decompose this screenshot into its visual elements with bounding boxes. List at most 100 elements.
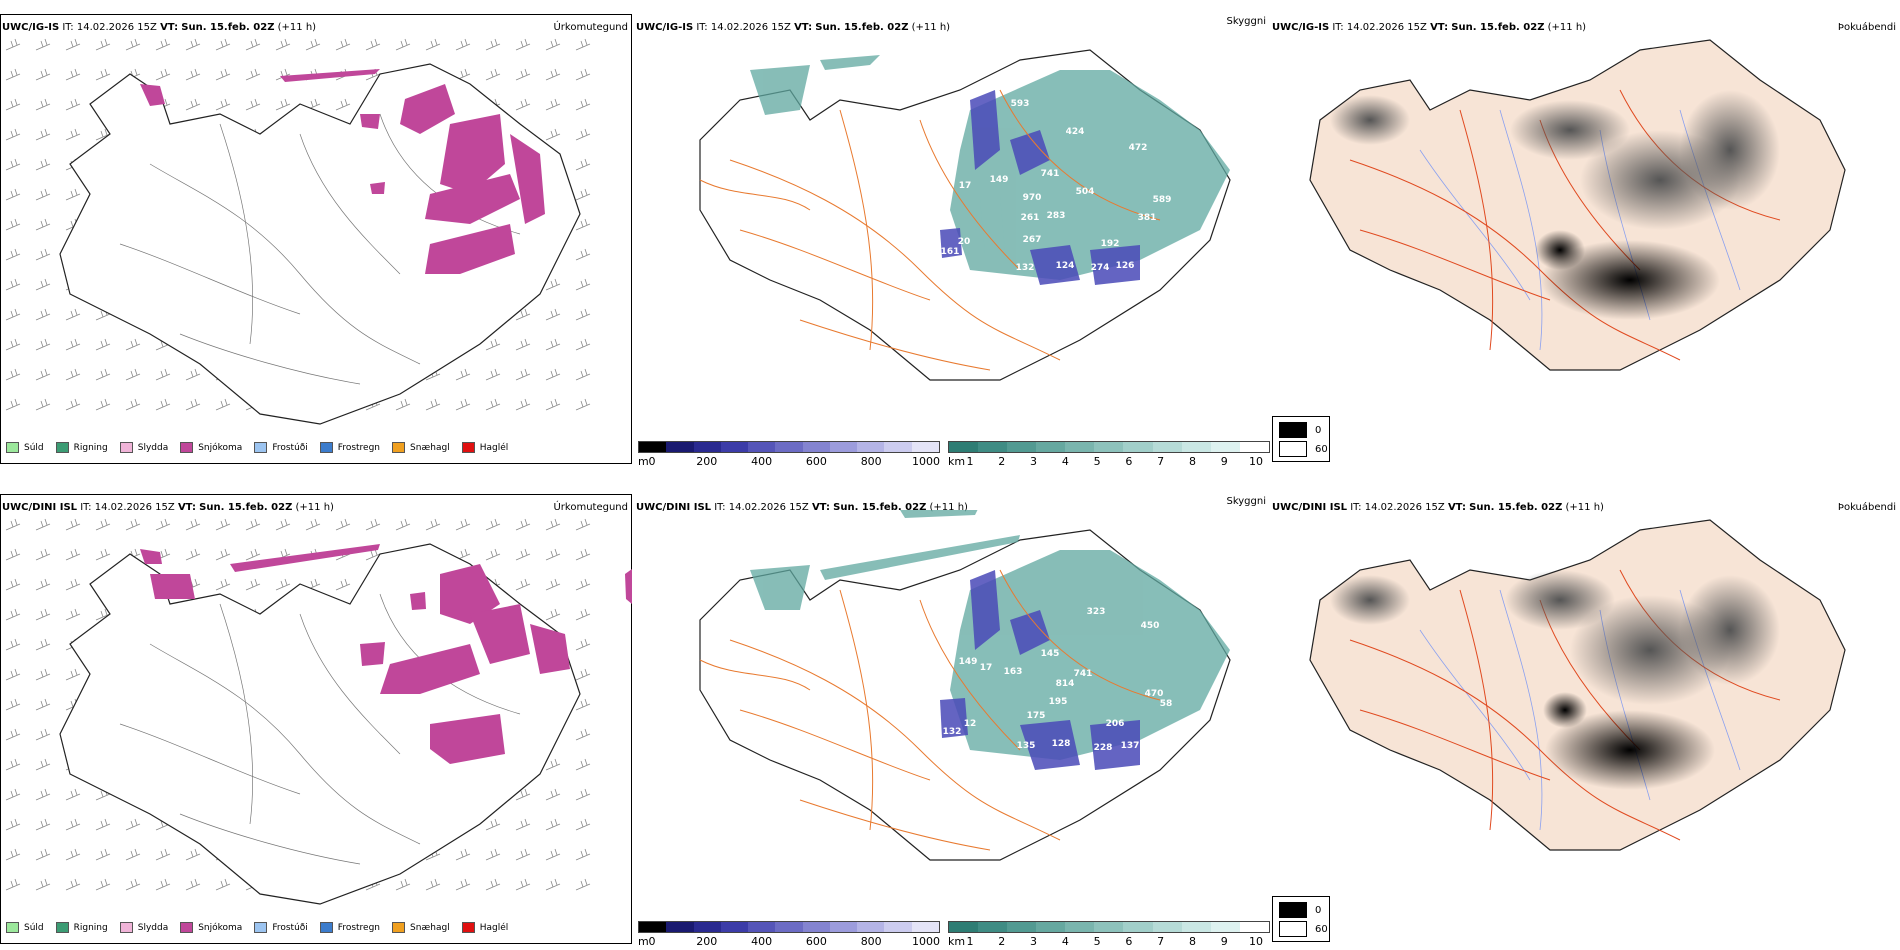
legend-swatch xyxy=(180,442,194,453)
colorbar-tick: 3 xyxy=(1030,935,1038,948)
legend-item: Súld xyxy=(6,442,44,453)
colorbar-tick: 6 xyxy=(1125,935,1133,948)
header-vis-1: UWC/IG-IS IT: 14.02.2026 15Z VT: Sun. 15… xyxy=(636,22,951,33)
visibility-label: 274 xyxy=(1090,263,1110,273)
visibility-label: 391 xyxy=(1056,297,1076,307)
roads-orange xyxy=(699,89,1161,371)
visibility-label: 970 xyxy=(1022,193,1042,203)
colorbar-strip xyxy=(638,921,940,933)
header-vis-2: UWC/DINI ISL IT: 14.02.2026 15Z VT: Sun.… xyxy=(636,502,968,513)
colorbar-segment xyxy=(1152,922,1182,932)
visibility-label: 589 xyxy=(1152,195,1172,205)
visibility-label: 381 xyxy=(1137,213,1157,223)
iceland-coast xyxy=(59,543,581,905)
colorbar-segment xyxy=(1094,442,1124,452)
colorbar-tick: 0 xyxy=(648,935,656,948)
colorbar-tick: 8 xyxy=(1188,935,1196,948)
colorbar-segment xyxy=(720,442,749,452)
colorbar-tick: 10 xyxy=(1249,455,1263,468)
colorbar-unit: km xyxy=(948,455,966,468)
colorbar-tick: 400 xyxy=(751,455,773,468)
visibility-label: 124 xyxy=(1055,261,1075,271)
visibility-label: 261 xyxy=(1020,213,1040,223)
colorbar-segment xyxy=(1065,442,1095,452)
legend-label: Haglél xyxy=(479,442,509,453)
colorbar-segment xyxy=(949,442,979,452)
colorbar-segment xyxy=(1210,442,1240,452)
colorbar-tick: 400 xyxy=(751,935,773,948)
colorbar-segment xyxy=(1007,442,1037,452)
visibility-label: 17 xyxy=(979,663,993,673)
colorbar-tick: 1 xyxy=(966,455,974,468)
colorbar-tick: 1000 xyxy=(912,455,940,468)
iceland-land xyxy=(1309,519,1846,851)
legend-item: Haglél xyxy=(461,922,508,933)
colorbar-segment xyxy=(1123,922,1153,932)
visibility-label: 145 xyxy=(1040,649,1060,659)
legend-item: Frostregn xyxy=(319,922,380,933)
legend-swatch xyxy=(119,922,133,933)
legend-item: Snjókoma xyxy=(180,442,242,453)
colorbar-tick: 2 xyxy=(998,455,1006,468)
header-precip-1: UWC/IG-IS IT: 14.02.2026 15Z VT: Sun. 15… xyxy=(2,22,317,33)
legend-label: Slydda xyxy=(137,442,169,453)
precip-panel-1 xyxy=(0,14,632,464)
legend-label: Snæhagl xyxy=(410,442,450,453)
colorbar-segment xyxy=(775,922,803,932)
visibility-label: 149 xyxy=(958,657,978,667)
visibility-label: 149 xyxy=(989,175,1009,185)
visibility-label: 18 xyxy=(941,153,955,163)
legend-label: Slydda xyxy=(137,922,169,933)
legend-label: Súld xyxy=(24,442,44,453)
vis-title-1: Skyggni xyxy=(1226,16,1266,27)
legend-swatch xyxy=(119,442,133,453)
legend-swatch xyxy=(392,442,406,453)
visibility-label: 128 xyxy=(1051,739,1071,749)
legend-swatch xyxy=(55,922,69,933)
blue-height xyxy=(940,90,1140,285)
cloud-white-swatch xyxy=(1279,441,1307,457)
colorbar-segment xyxy=(884,442,912,452)
visibility-label: 163 xyxy=(1003,667,1023,677)
colorbar-segment xyxy=(829,442,858,452)
blue-height xyxy=(940,570,1140,770)
colorbar-segment xyxy=(911,442,939,452)
legend-item: Snæhagl xyxy=(392,442,450,453)
colorbar-tick: 0 xyxy=(648,455,656,468)
colorbar-segment xyxy=(639,442,667,452)
colorbar-segment xyxy=(693,442,721,452)
colorbar-tick: 200 xyxy=(696,455,718,468)
colorbar-unit: m xyxy=(638,455,649,468)
visibility-label: 195 xyxy=(1048,697,1068,707)
teal-visibility xyxy=(750,510,1230,760)
colorbar-segment xyxy=(748,922,776,932)
colorbar-segment xyxy=(802,442,830,452)
visibility-label: 132 xyxy=(942,727,962,737)
legend-label: Rigning xyxy=(73,922,108,933)
legend-swatch xyxy=(319,442,333,453)
legend-item: Súld xyxy=(6,922,44,933)
colorbar-segment xyxy=(1007,922,1037,932)
colorbar-strip xyxy=(948,921,1270,933)
precip-title-2: Úrkomutegund xyxy=(553,502,628,513)
visibility-label: 17 xyxy=(958,181,972,191)
colorbar-segment xyxy=(829,922,858,932)
cloud-white-swatch xyxy=(1279,921,1307,937)
colorbar-segment xyxy=(978,922,1008,932)
colorbar-segment xyxy=(1123,442,1153,452)
visibility-label: 228 xyxy=(1093,743,1113,753)
precip-legend-1: Súld Rigning Slydda Snjókoma Frostúði Frostre… xyxy=(6,442,520,453)
colorbar-segment xyxy=(1094,922,1124,932)
visibility-label: 192 xyxy=(1100,239,1120,249)
colorbar-tick: 7 xyxy=(1157,455,1165,468)
colorbar-tick: 2 xyxy=(998,935,1006,948)
colorbar-strip xyxy=(638,441,940,453)
visibility-label: 450 xyxy=(1140,621,1160,631)
precip-panel-2 xyxy=(0,494,632,944)
legend-label: Rigning xyxy=(73,442,108,453)
visibility-label: 814 xyxy=(1055,679,1075,689)
legend-label: Frostregn xyxy=(337,442,381,453)
colorbar-tick: 800 xyxy=(860,935,882,948)
colorbar-segment xyxy=(911,922,939,932)
colorbar-tick: 1 xyxy=(966,935,974,948)
